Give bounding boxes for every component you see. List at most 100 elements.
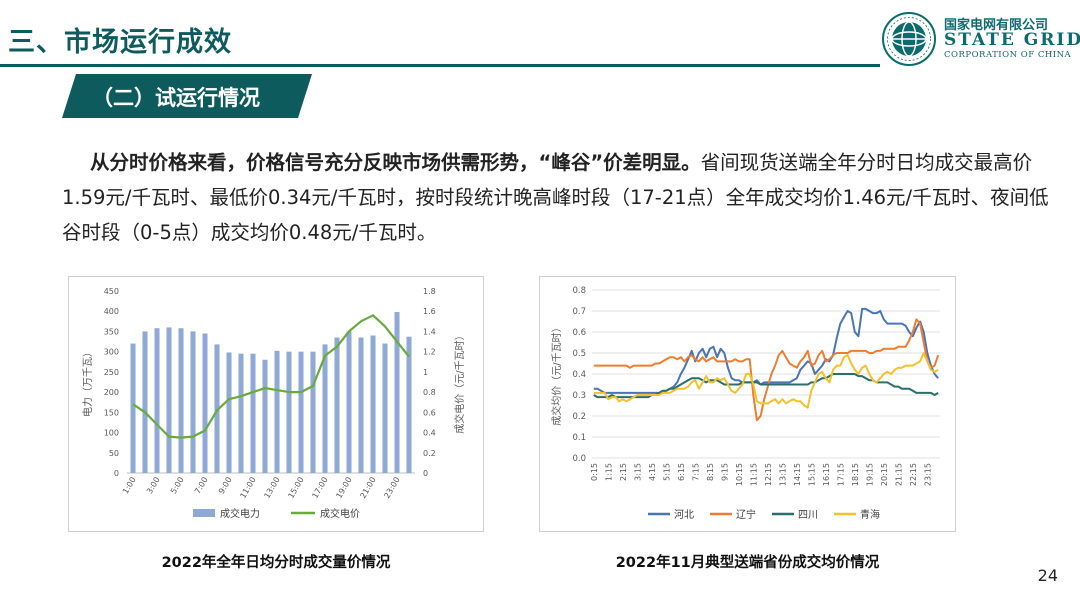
y-tick-label: 0.2 (572, 412, 586, 422)
y-tick-label: 400 (104, 307, 119, 316)
state-grid-emblem-icon (882, 12, 936, 66)
bar-power (238, 353, 244, 473)
x-tick-label: 1:15 (604, 463, 613, 481)
bar-power (178, 328, 184, 473)
y-tick-label: 200 (104, 388, 119, 397)
x-tick-label: 5:00 (169, 476, 186, 496)
chart-hourly-volume-price: 0 50 100 150 200 250 300 350 400 450 0 0.2 0.4 0.6 0.8… (68, 276, 484, 532)
bar-power (406, 336, 412, 473)
y-tick-label: 50 (109, 449, 119, 458)
page-number: 24 (1037, 566, 1058, 585)
paragraph-rest: 省间现货送端全年分时日均成交最高价1.59元/千瓦时、最低价0.34元/千瓦时，… (62, 151, 1049, 244)
bar-power (214, 344, 220, 473)
header-rule (0, 64, 880, 67)
caption-right: 2022年11月典型送端省份成交均价情况 (615, 555, 880, 571)
y2-tick-label: 1.8 (423, 287, 436, 296)
x-tick-label: 23:15 (923, 463, 932, 486)
x-tick-label: 19:00 (334, 476, 353, 500)
x-tick-label: 7:00 (193, 476, 210, 496)
x-tick-label: 0:15 (590, 463, 599, 481)
x-tick-label: 9:00 (217, 476, 234, 496)
bar-power (130, 343, 136, 473)
y2-tick-label: 1 (423, 368, 428, 377)
legend-label: 青海 (860, 508, 880, 521)
logo-chinese-name: 国家电网有限公司 (944, 18, 1049, 33)
y2-tick-label: 1.4 (423, 327, 436, 336)
y-tick-label: 250 (104, 368, 119, 377)
x-tick-label: 23:00 (382, 476, 401, 500)
x-tick-label: 8:15 (706, 463, 715, 481)
bar-power (142, 331, 148, 473)
bar-power (226, 352, 232, 473)
y-tick-label: 0.7 (572, 307, 586, 317)
y-tick-label: 0.3 (572, 391, 586, 401)
bar-power (166, 327, 172, 473)
y-axis-title: 电力（万千瓦） (81, 347, 94, 417)
banner-shape (62, 74, 312, 118)
x-tick-label: 9:15 (720, 463, 729, 481)
x-tick-label: 21:00 (358, 476, 377, 500)
bar-power (394, 312, 400, 473)
x-tick-label: 20:15 (880, 463, 889, 486)
y-tick-label: 0.5 (572, 349, 586, 359)
x-tick-label: 11:15 (749, 463, 758, 486)
x-tick-label: 3:00 (145, 476, 162, 496)
y2-tick-label: 0.8 (423, 388, 436, 397)
x-tick-label: 15:00 (286, 476, 305, 500)
section-title: 三、市场运行成效 (8, 27, 232, 58)
bar-power (346, 331, 352, 473)
chart-province-prices: 0.0 0.1 0.2 0.3 0.4 0.5 0.6 0.7 0.8 0:15 1:15 2:15 3… (539, 276, 956, 532)
bar-power (190, 331, 196, 473)
line-河北 (593, 307, 939, 394)
y2-axis-title: 成交电价（元/千瓦时） (453, 330, 466, 433)
y-tick-label: 0.6 (572, 328, 586, 338)
bar-power (262, 359, 268, 473)
x-tick-label: 6:15 (677, 463, 686, 481)
bar-power (202, 333, 208, 473)
legend-label: 四川 (798, 510, 818, 521)
x-tick-label: 17:00 (310, 476, 329, 500)
bar-power (322, 344, 328, 473)
y2-tick-label: 0 (423, 469, 428, 478)
caption-left: 2022年全年日均分时成交量价情况 (161, 555, 391, 571)
bar-power (358, 337, 364, 473)
legend-label-price: 成交电价 (320, 507, 360, 520)
y2-tick-label: 1.2 (423, 348, 436, 357)
y-tick-label: 100 (104, 429, 119, 438)
x-tick-label: 3:15 (633, 463, 642, 481)
x-tick-label: 10:15 (735, 463, 744, 486)
y-tick-label: 0.4 (572, 370, 586, 380)
logo-subtitle: CORPORATION OF CHINA (944, 50, 1072, 60)
x-tick-label: 1:00 (121, 476, 138, 496)
bar-power (310, 351, 316, 473)
legend-label: 辽宁 (736, 508, 756, 521)
legend-swatch-bar (193, 509, 215, 517)
x-tick-label: 15:15 (807, 463, 816, 486)
y2-tick-label: 0.2 (423, 449, 436, 458)
subsection-banner: （二）试运行情况 (62, 74, 312, 118)
y2-tick-label: 0.4 (423, 429, 436, 438)
line-辽宁 (593, 318, 940, 422)
x-tick-label: 22:15 (909, 463, 918, 486)
bar-power (382, 343, 388, 473)
bar-power (154, 328, 160, 473)
y-tick-label: 0.1 (572, 433, 586, 443)
bar-power (370, 335, 376, 473)
x-tick-label: 12:15 (764, 463, 773, 486)
x-tick-label: 21:15 (894, 463, 903, 486)
legend-label-power: 成交电力 (220, 507, 260, 520)
subsection-title: （二）试运行情况 (92, 86, 260, 110)
x-tick-label: 19:15 (865, 463, 874, 486)
y2-tick-label: 0.6 (423, 408, 436, 417)
logo-english-name: STATE GRID (944, 30, 1080, 50)
x-tick-label: 13:15 (778, 463, 787, 486)
chart-right-svg: 0.0 0.1 0.2 0.3 0.4 0.5 0.6 0.7 0.8 0:15 1:15 2:15 3… (550, 286, 940, 521)
bar-power (286, 351, 292, 473)
x-tick-label: 5:15 (662, 463, 671, 481)
bar-power (298, 351, 304, 473)
x-tick-label: 4:15 (648, 463, 657, 481)
x-tick-label: 11:00 (238, 476, 257, 500)
y2-tick-label: 1.6 (423, 307, 436, 316)
y-tick-label: 0 (114, 469, 119, 478)
bar-power (250, 353, 256, 473)
